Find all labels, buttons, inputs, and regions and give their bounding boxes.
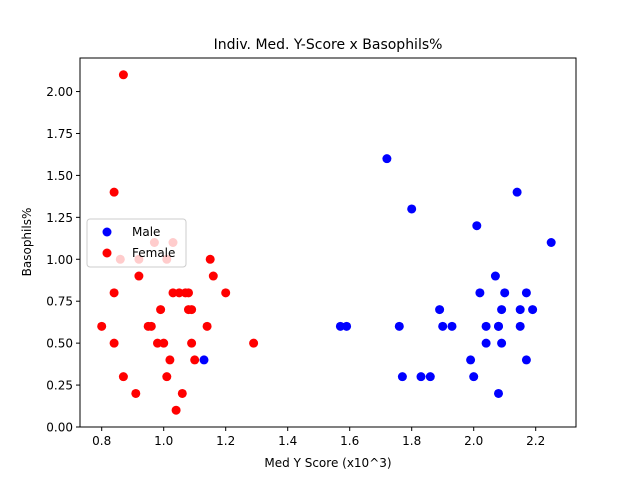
data-point-male bbox=[416, 372, 426, 382]
data-point-male bbox=[469, 372, 479, 382]
data-point-female bbox=[177, 388, 187, 398]
data-point-female bbox=[156, 305, 166, 315]
data-point-female bbox=[146, 321, 156, 331]
data-point-female bbox=[205, 254, 215, 264]
data-point-female bbox=[168, 288, 178, 298]
data-point-male bbox=[521, 288, 531, 298]
data-point-male bbox=[382, 154, 392, 164]
data-point-female bbox=[109, 187, 119, 197]
points-layer bbox=[97, 70, 556, 415]
data-point-female bbox=[221, 288, 231, 298]
x-tick-label: 2.2 bbox=[526, 434, 545, 448]
data-point-female bbox=[249, 338, 259, 348]
data-point-female bbox=[159, 338, 169, 348]
data-point-female bbox=[190, 355, 200, 365]
data-point-female bbox=[134, 271, 144, 281]
data-point-female bbox=[162, 372, 172, 382]
x-tick-label: 1.0 bbox=[154, 434, 173, 448]
chart-title: Indiv. Med. Y-Score x Basophils% bbox=[214, 37, 443, 53]
data-point-male bbox=[466, 355, 476, 365]
x-tick-label: 2.0 bbox=[464, 434, 483, 448]
data-point-male bbox=[199, 355, 209, 365]
data-point-female bbox=[187, 338, 197, 348]
x-tick-label: 1.8 bbox=[402, 434, 421, 448]
data-point-male bbox=[438, 321, 448, 331]
data-point-male bbox=[494, 321, 503, 331]
legend-marker-male bbox=[102, 227, 112, 237]
y-tick-label: 1.25 bbox=[46, 211, 73, 225]
y-tick-label: 1.75 bbox=[46, 127, 73, 141]
y-tick-label: 1.00 bbox=[46, 253, 73, 267]
x-tick-label: 0.8 bbox=[92, 434, 111, 448]
legend-label-female: Female bbox=[132, 246, 175, 260]
data-point-male bbox=[500, 288, 510, 298]
data-point-male bbox=[494, 388, 503, 398]
data-point-female bbox=[171, 405, 181, 415]
data-point-male bbox=[490, 271, 500, 281]
data-point-female bbox=[97, 321, 107, 331]
y-tick-label: 0.75 bbox=[46, 295, 73, 309]
data-point-female bbox=[208, 271, 218, 281]
x-tick-label: 1.4 bbox=[278, 434, 297, 448]
x-tick-label: 1.2 bbox=[216, 434, 235, 448]
data-point-male bbox=[335, 321, 345, 331]
y-tick-label: 2.00 bbox=[46, 85, 73, 99]
data-point-male bbox=[528, 305, 538, 315]
x-axis: 0.8 1.0 1.2 1.4 1.6 1.8 2.0 2.2 bbox=[92, 427, 545, 448]
x-axis-label: Med Y Score (x10^3) bbox=[264, 456, 391, 470]
legend-marker-female bbox=[102, 248, 112, 258]
data-point-male bbox=[515, 321, 525, 331]
data-point-male bbox=[472, 221, 482, 231]
y-axis-label: Basophils% bbox=[20, 208, 34, 277]
data-point-male bbox=[447, 321, 457, 331]
data-point-male bbox=[475, 288, 485, 298]
data-point-female bbox=[174, 288, 184, 298]
data-point-male bbox=[425, 372, 435, 382]
data-point-female bbox=[202, 321, 212, 331]
data-point-male bbox=[397, 372, 407, 382]
data-point-male bbox=[497, 305, 507, 315]
data-point-female bbox=[109, 338, 119, 348]
data-point-male bbox=[497, 338, 507, 348]
data-point-female bbox=[165, 355, 175, 365]
data-point-female bbox=[118, 372, 128, 382]
y-tick-label: 0.50 bbox=[46, 337, 73, 351]
data-point-female bbox=[184, 288, 193, 298]
data-point-male bbox=[546, 238, 556, 247]
data-point-female bbox=[187, 305, 197, 315]
legend-box bbox=[86, 218, 187, 268]
legend: Male Female bbox=[86, 218, 187, 268]
data-point-male bbox=[481, 338, 491, 348]
x-tick-label: 1.6 bbox=[340, 434, 359, 448]
plot-frame bbox=[79, 57, 577, 428]
data-point-male bbox=[394, 321, 404, 331]
data-point-female bbox=[118, 70, 128, 80]
data-point-female bbox=[109, 288, 119, 298]
data-point-female bbox=[153, 338, 162, 348]
data-point-female bbox=[131, 388, 141, 398]
data-point-male bbox=[407, 204, 417, 214]
data-point-male bbox=[481, 321, 491, 331]
data-point-male bbox=[435, 305, 445, 315]
y-tick-label: 0.00 bbox=[46, 421, 73, 435]
y-tick-label: 1.50 bbox=[46, 169, 73, 183]
data-point-male bbox=[342, 321, 352, 331]
data-point-male bbox=[512, 187, 522, 197]
data-point-male bbox=[521, 355, 531, 365]
y-axis: 0.00 0.25 0.50 0.75 1.00 1.25 1.50 1.75 2.00 bbox=[46, 85, 80, 435]
y-tick-label: 0.25 bbox=[46, 379, 73, 393]
legend-label-male: Male bbox=[132, 225, 160, 239]
data-point-male bbox=[515, 305, 525, 315]
